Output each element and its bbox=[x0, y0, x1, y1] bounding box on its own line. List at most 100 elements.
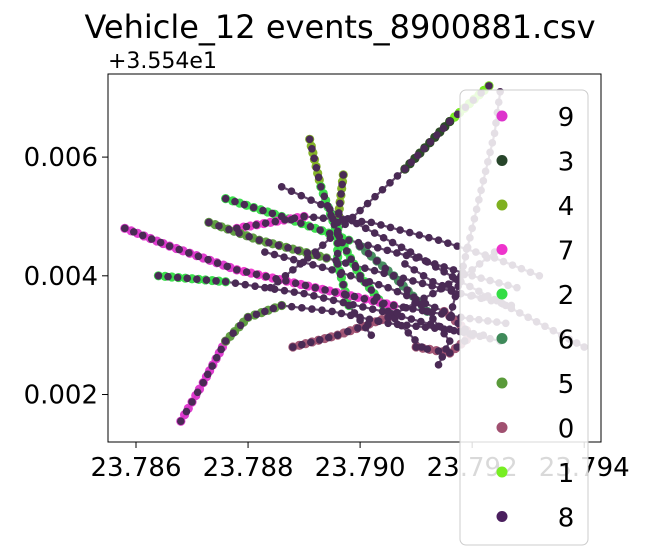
legend-marker bbox=[496, 377, 508, 389]
series-8-point bbox=[420, 144, 428, 153]
legend-label: 1 bbox=[558, 459, 575, 489]
series-8-point bbox=[297, 191, 306, 200]
series-8-point bbox=[233, 266, 241, 274]
series-8-point bbox=[346, 272, 355, 280]
series-8-point bbox=[338, 180, 346, 189]
series-8-point bbox=[290, 288, 299, 296]
series-8-point bbox=[431, 263, 440, 271]
series-8-point bbox=[242, 222, 251, 231]
series-8-point bbox=[300, 212, 308, 221]
series-8-point bbox=[345, 301, 353, 310]
series-8-point bbox=[274, 241, 283, 250]
series-8-point bbox=[298, 304, 306, 312]
y-tick-label: 0.006 bbox=[24, 143, 98, 173]
series-8-point bbox=[373, 244, 382, 252]
series-8-point bbox=[271, 217, 280, 226]
series-8-point bbox=[305, 135, 314, 144]
series-8-point bbox=[320, 192, 329, 201]
series-8-point bbox=[351, 263, 360, 272]
legend-label: 9 bbox=[558, 103, 575, 133]
series-8-point bbox=[391, 314, 399, 323]
series-8-point bbox=[249, 203, 258, 212]
series-8-point bbox=[404, 328, 413, 337]
series-8-point bbox=[381, 264, 390, 273]
series-8-point bbox=[364, 320, 372, 329]
series-8-point bbox=[261, 219, 270, 228]
series-8-point bbox=[177, 417, 185, 426]
series-8-point bbox=[338, 216, 347, 224]
series-8-point bbox=[266, 283, 275, 292]
series-8-point bbox=[485, 82, 493, 90]
series-8-point bbox=[397, 243, 406, 252]
series-8-point bbox=[212, 353, 221, 362]
series-8-point bbox=[389, 272, 398, 280]
series-8-point bbox=[397, 321, 406, 330]
series-8-point bbox=[173, 273, 182, 282]
series-8-point bbox=[229, 329, 237, 337]
series-8-point bbox=[393, 308, 401, 317]
legend-label: 5 bbox=[558, 370, 575, 400]
series-8-point bbox=[438, 353, 447, 361]
series-8-point bbox=[393, 249, 401, 257]
series-8-point bbox=[194, 252, 203, 261]
legend-label: 6 bbox=[558, 326, 575, 356]
legend-marker bbox=[496, 110, 508, 122]
series-8-point bbox=[188, 398, 196, 406]
series-8-point bbox=[354, 324, 362, 332]
series-8-point bbox=[165, 242, 174, 250]
series-8-point bbox=[319, 294, 328, 302]
series-8-point bbox=[412, 295, 420, 304]
legend-marker bbox=[496, 199, 508, 211]
series-8-point bbox=[300, 289, 308, 298]
series-8-point bbox=[217, 345, 225, 354]
series-8-point bbox=[388, 238, 397, 247]
series-8-point bbox=[277, 301, 286, 310]
series-8-point bbox=[370, 229, 379, 237]
series-8-point bbox=[418, 279, 427, 288]
series-8-point bbox=[193, 388, 202, 397]
series-8-point bbox=[426, 138, 435, 146]
legend-marker bbox=[496, 333, 508, 344]
series-8-point bbox=[298, 340, 306, 349]
y-tick-label: 0.002 bbox=[24, 381, 98, 411]
series-8-point bbox=[318, 263, 327, 272]
series-8-point bbox=[402, 304, 410, 312]
series-8-point bbox=[319, 214, 328, 222]
x-tick-label: 23.786 bbox=[91, 453, 182, 483]
series-8-point bbox=[182, 407, 191, 416]
series-8-point bbox=[451, 292, 460, 301]
series-8-point bbox=[440, 329, 448, 338]
legend-marker bbox=[496, 466, 508, 478]
series-8-point bbox=[262, 272, 271, 281]
series-8-point bbox=[121, 224, 129, 233]
legend-label: 8 bbox=[558, 504, 575, 534]
series-8-point bbox=[311, 248, 320, 256]
series-8-point bbox=[231, 197, 239, 206]
series-8-point bbox=[403, 286, 411, 294]
series-8-point bbox=[373, 257, 381, 265]
series-8-point bbox=[321, 286, 329, 294]
series-8-point bbox=[430, 303, 439, 312]
series-8-point bbox=[164, 272, 172, 281]
series-8-point bbox=[268, 209, 277, 218]
series-8-point bbox=[406, 248, 415, 256]
series-8-point bbox=[289, 266, 297, 274]
series-8-point bbox=[251, 282, 259, 290]
series-8-point bbox=[423, 345, 432, 353]
series-8-point bbox=[310, 154, 318, 163]
series-8-point bbox=[439, 124, 448, 133]
legend: 9 3 4 7 2 6 5 0 1 8 bbox=[459, 89, 589, 546]
series-8-point bbox=[315, 336, 324, 344]
series-8-point bbox=[199, 378, 208, 387]
series-8-point bbox=[367, 286, 376, 294]
series-8-point bbox=[341, 259, 350, 267]
series-8-point bbox=[412, 343, 420, 351]
series-8-point bbox=[337, 190, 345, 198]
series-8-point bbox=[386, 179, 394, 187]
series-8-point bbox=[348, 216, 356, 225]
series-8-point bbox=[329, 215, 337, 223]
series-8-point bbox=[343, 327, 352, 336]
series-8-point bbox=[204, 255, 212, 264]
series-8-point bbox=[384, 307, 392, 316]
